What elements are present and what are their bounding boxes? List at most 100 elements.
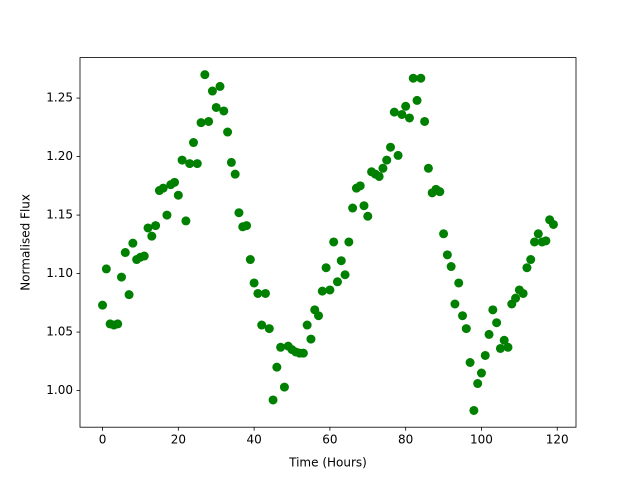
point (503, 342, 513, 352)
point (196, 118, 206, 128)
point (526, 255, 536, 265)
point (113, 319, 123, 329)
point (488, 305, 498, 315)
point (476, 368, 486, 378)
x-tick-label: 80 (398, 433, 413, 447)
point (276, 342, 286, 352)
point (480, 350, 490, 360)
point (511, 293, 521, 303)
point (382, 155, 392, 165)
point (321, 263, 331, 273)
point (363, 211, 373, 221)
point (442, 250, 452, 260)
point (226, 157, 236, 167)
x-tick-label: 0 (99, 433, 107, 447)
point (533, 229, 543, 239)
point (173, 190, 183, 200)
point (446, 262, 456, 272)
point (185, 159, 195, 169)
point (279, 382, 289, 392)
point (101, 264, 111, 274)
point (389, 107, 399, 117)
point (340, 270, 350, 280)
point (473, 379, 483, 389)
point (257, 320, 267, 330)
point (461, 324, 471, 334)
point (219, 106, 229, 116)
point (253, 288, 263, 298)
point (207, 86, 217, 96)
point (469, 405, 479, 415)
x-tick-label: 40 (246, 433, 261, 447)
point (374, 171, 384, 181)
point (188, 138, 198, 148)
point (151, 221, 161, 231)
x-tick-label: 100 (470, 433, 493, 447)
y-tick-label: 1.05 (46, 325, 73, 339)
point (177, 155, 187, 165)
point (401, 101, 411, 111)
point (268, 395, 278, 405)
point (465, 357, 475, 367)
point (192, 159, 202, 169)
point (450, 299, 460, 309)
point (147, 231, 157, 241)
point (200, 70, 210, 80)
x-tick-label: 60 (322, 433, 337, 447)
point (314, 311, 324, 321)
point (215, 81, 225, 91)
point (245, 255, 255, 265)
point (249, 278, 259, 288)
x-axis-label: Time (Hours) (288, 456, 367, 470)
point (143, 223, 153, 233)
point (386, 142, 396, 152)
point (499, 335, 509, 345)
point (223, 127, 233, 137)
point (492, 318, 502, 328)
point (530, 237, 540, 247)
point (336, 256, 346, 266)
point (306, 334, 316, 344)
point (272, 362, 282, 372)
point (116, 272, 126, 282)
point (234, 208, 244, 218)
point (298, 348, 308, 358)
point (423, 163, 433, 173)
point (454, 278, 464, 288)
y-tick-label: 1.10 (46, 266, 73, 280)
point (242, 221, 252, 231)
point (518, 288, 528, 298)
point (378, 163, 388, 173)
point (120, 248, 130, 258)
point (484, 329, 494, 339)
point (204, 116, 214, 126)
point (541, 236, 551, 246)
point (230, 169, 240, 179)
point (98, 300, 108, 310)
point (495, 343, 505, 353)
point (302, 320, 312, 330)
point (329, 237, 339, 247)
point (170, 177, 180, 187)
point (439, 229, 449, 239)
point (264, 324, 274, 334)
point (260, 288, 270, 298)
y-tick-label: 1.00 (46, 383, 73, 397)
point (355, 181, 365, 191)
point (435, 187, 445, 197)
point (412, 95, 422, 105)
point (522, 263, 532, 273)
point (458, 311, 468, 321)
point (404, 113, 414, 123)
x-tick-label: 20 (171, 433, 186, 447)
point (397, 109, 407, 119)
point (181, 216, 191, 226)
y-tick-label: 1.15 (46, 208, 73, 222)
point (393, 150, 403, 160)
point (124, 290, 134, 300)
point (128, 238, 138, 248)
point (332, 277, 342, 287)
point (408, 73, 418, 83)
y-axis-label: Normalised Flux (19, 194, 33, 291)
